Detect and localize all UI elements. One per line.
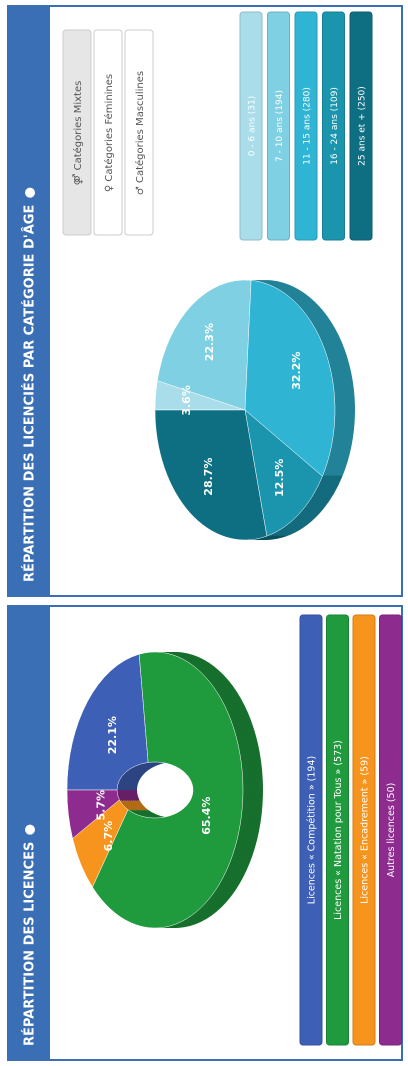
- slice-label: 32.2%: [290, 352, 303, 390]
- slice-label: 28.7%: [202, 458, 215, 496]
- legend-label: 0 - 6 ans (31): [248, 96, 258, 157]
- panel-title: RÉPARTITION DES LICENCES: [22, 842, 38, 1046]
- header-icon: [25, 187, 35, 198]
- slice: [244, 280, 336, 477]
- slice-label: 3.6%: [180, 385, 193, 416]
- slice: [244, 409, 323, 537]
- slice-label: 6.7%: [102, 821, 115, 852]
- legend-label: 16 - 24 ans (109): [330, 87, 340, 165]
- legend-label: Autres licences (50): [386, 783, 397, 878]
- legend-label: 25 ans et + (250): [358, 86, 368, 166]
- panel-header: [8, 6, 50, 596]
- legend-item[interactable]: [326, 614, 349, 1046]
- legend-item[interactable]: [352, 614, 376, 1046]
- legend-item[interactable]: [239, 11, 263, 241]
- slice: [66, 653, 149, 791]
- panel-title: RÉPARTITION DES LICENCIÉS PAR CATÉGORIE …: [22, 205, 38, 582]
- slice-label: 65.4%: [200, 797, 213, 835]
- filter-label: ⚤ Catégories Mixtes: [72, 81, 84, 186]
- legend-item[interactable]: [379, 614, 402, 1046]
- slice: [157, 279, 252, 411]
- slice: [154, 409, 268, 541]
- filter-button[interactable]: [124, 29, 154, 236]
- filter-label: ♂ Catégories Masculines: [134, 71, 146, 195]
- legend-label: Licences « Compétition » (194): [307, 756, 318, 904]
- slice-label: 22.3%: [203, 323, 216, 361]
- slice-label: 12.5%: [273, 459, 286, 497]
- filter-button[interactable]: [62, 29, 92, 236]
- legend-label: Licences « Encadrement » (59): [360, 756, 371, 904]
- legend-item[interactable]: [349, 11, 373, 241]
- legend-label: 7 - 10 ans (194): [275, 90, 285, 162]
- legend-item[interactable]: [299, 614, 323, 1046]
- legend-item[interactable]: [294, 11, 318, 241]
- slice: [92, 651, 244, 929]
- slice-label: 5.7%: [94, 790, 107, 821]
- filter-button[interactable]: [93, 29, 123, 236]
- slice: [66, 789, 120, 839]
- legend-label: Licences « Natation pour Tous » (573): [333, 740, 344, 920]
- legend-item[interactable]: [267, 11, 290, 241]
- legend-label: 11 - 15 ans (280): [303, 87, 313, 165]
- slice-label: 22.1%: [106, 716, 119, 754]
- filter-label: ♀ Catégories Féminines: [103, 74, 115, 192]
- header-icon: [25, 824, 35, 835]
- legend-item[interactable]: [322, 11, 345, 241]
